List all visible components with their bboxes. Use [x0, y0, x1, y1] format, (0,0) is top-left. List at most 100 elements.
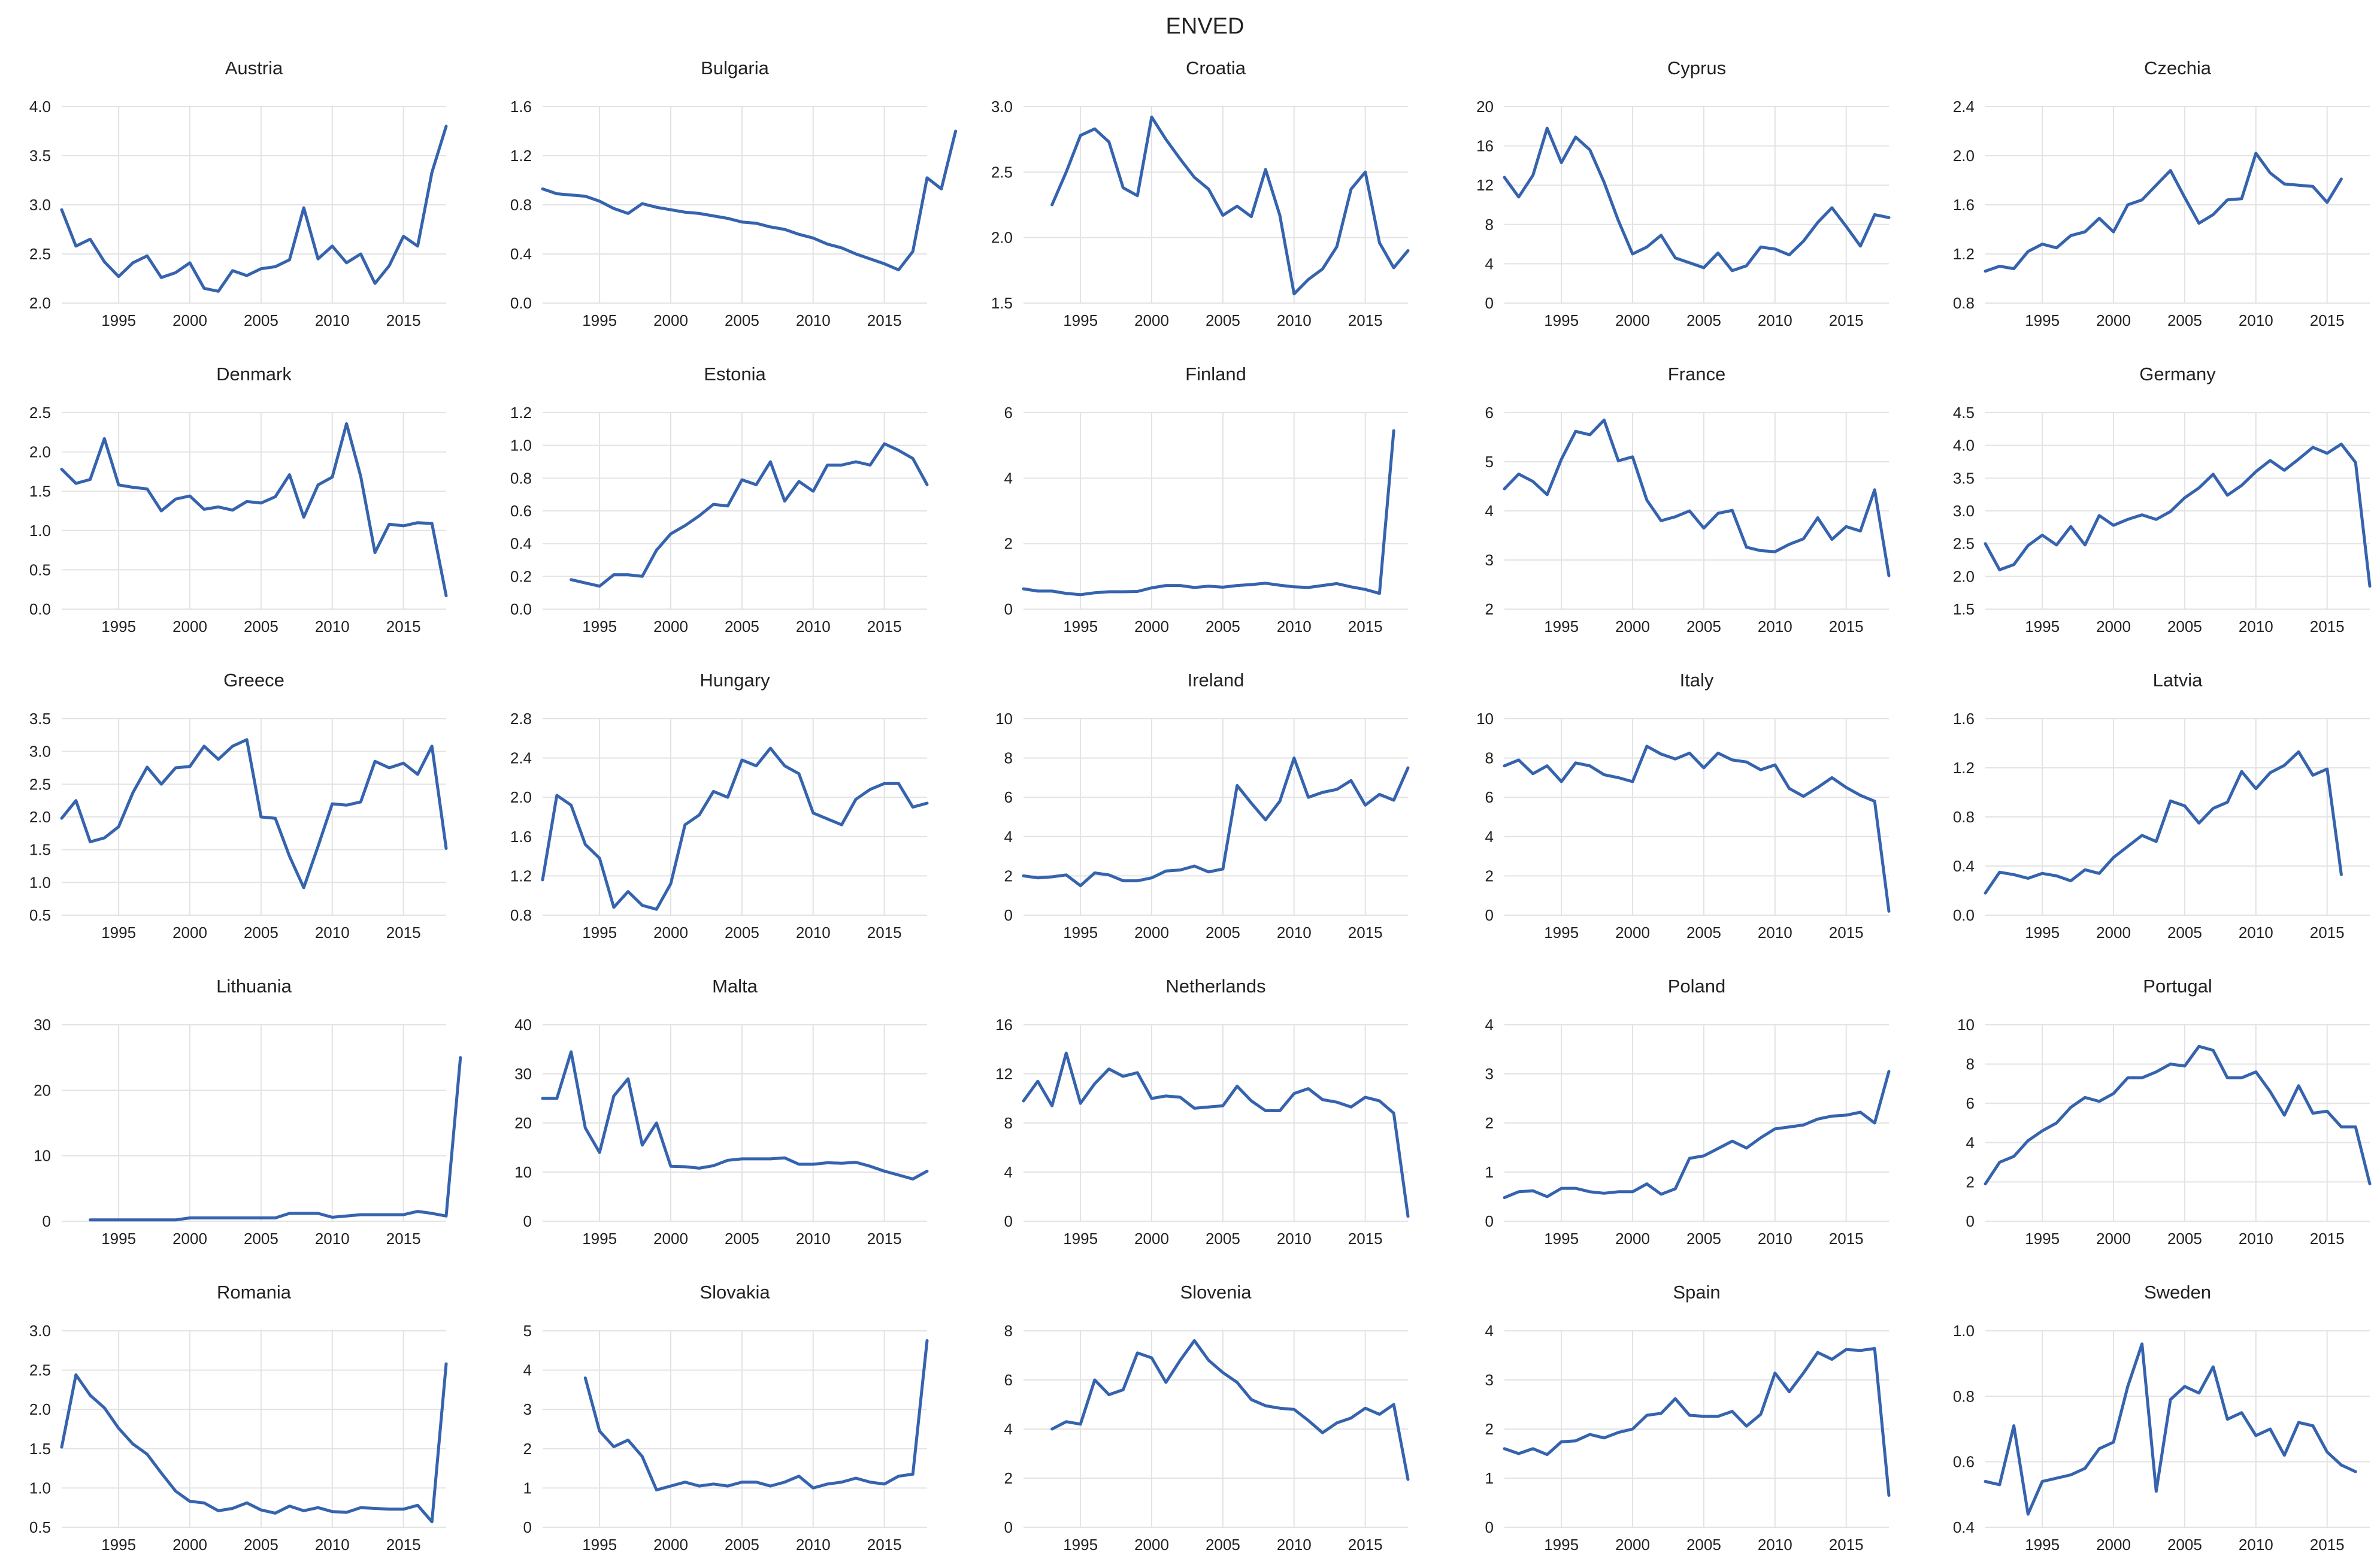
y-tick-label: 0.8 — [510, 196, 532, 214]
y-tick-label: 0 — [43, 1212, 51, 1230]
x-tick-label: 2010 — [315, 1536, 350, 1554]
y-tick-label: 3.0 — [1953, 502, 1975, 520]
y-tick-label: 0 — [523, 1518, 532, 1536]
y-tick-label: 0.8 — [1953, 808, 1975, 826]
x-tick-label: 1995 — [2025, 1536, 2060, 1554]
x-tick-label: 2005 — [1686, 1230, 1721, 1248]
panel-title-denmark: Denmark — [216, 364, 292, 385]
y-tick-label: 2 — [1004, 867, 1013, 885]
y-tick-label: 1 — [1485, 1469, 1494, 1487]
y-tick-label: 1.5 — [991, 294, 1013, 312]
x-tick-label: 1995 — [101, 1536, 136, 1554]
x-tick-label: 2005 — [1206, 1536, 1240, 1554]
x-tick-label: 2005 — [1206, 924, 1240, 942]
x-tick-label: 2000 — [172, 1230, 207, 1248]
panel-germany: Germany 1.5 2.0 2.5 3.0 3.5 4.0 4.5 1995 2000 2005… — [1953, 364, 2372, 635]
series-line-romania — [60, 1362, 448, 1524]
y-tick-label: 8 — [1004, 1322, 1013, 1340]
x-tick-label: 2010 — [1277, 311, 1312, 329]
y-tick-label: 8 — [1966, 1055, 1975, 1073]
panel-title-czechia: Czechia — [2144, 57, 2212, 78]
x-tick-label: 2015 — [1348, 924, 1383, 942]
series-line-estonia — [570, 442, 929, 588]
y-tick-label: 0.4 — [510, 245, 532, 263]
y-tick-label: 1.2 — [510, 867, 532, 885]
x-tick-label: 2015 — [386, 1230, 421, 1248]
y-tick-label: 0 — [1004, 1518, 1013, 1536]
x-tick-label: 2005 — [2167, 1230, 2202, 1248]
y-tick-label: 2.0 — [1953, 567, 1975, 585]
y-tick-label: 3.5 — [29, 147, 51, 165]
y-tick-label: 3.0 — [29, 743, 51, 761]
y-tick-label: 16 — [1476, 137, 1494, 155]
y-tick-label: 2.4 — [510, 749, 532, 767]
x-tick-label: 2015 — [1829, 924, 1864, 942]
panel-hungary: Hungary 0.8 1.2 1.6 2.0 2.4 2.8 1995 2000 2005 201… — [510, 670, 929, 942]
x-tick-label: 1995 — [1063, 924, 1098, 942]
y-tick-label: 1.5 — [1953, 600, 1975, 618]
x-tick-label: 2000 — [2096, 924, 2131, 942]
y-tick-label: 6 — [1004, 404, 1013, 422]
x-tick-label: 2010 — [1277, 617, 1312, 635]
y-tick-label: 0.0 — [29, 600, 51, 618]
series-line-denmark — [60, 422, 448, 598]
y-tick-label: 10 — [514, 1163, 532, 1181]
panel-bulgaria: Bulgaria 0.0 0.4 0.8 1.2 1.6 1995 2000 2005 2010 2… — [510, 57, 958, 329]
x-tick-label: 2005 — [1686, 617, 1721, 635]
y-tick-label: 40 — [514, 1016, 532, 1034]
panel-cyprus: Cyprus 0 4 8 12 16 20 1995 2000 2005 2010 2015 — [1476, 57, 1891, 329]
y-tick-label: 2.0 — [1953, 147, 1975, 165]
x-tick-label: 2015 — [2310, 924, 2345, 942]
y-tick-label: 2.5 — [29, 404, 51, 422]
x-tick-label: 2000 — [172, 924, 207, 942]
series-line-sweden — [1984, 1342, 2357, 1516]
y-tick-label: 20 — [1476, 98, 1494, 116]
x-tick-label: 2005 — [244, 311, 278, 329]
y-tick-label: 0.2 — [510, 567, 532, 585]
panel-title-germany: Germany — [2139, 364, 2216, 385]
x-tick-label: 1995 — [2025, 924, 2060, 942]
x-tick-label: 2005 — [244, 1536, 278, 1554]
panel-lithuania: Lithuania 0 10 20 30 1995 2000 2005 2010 2015 — [34, 976, 462, 1248]
x-tick-label: 1995 — [2025, 1230, 2060, 1248]
y-tick-label: 10 — [995, 710, 1013, 728]
x-tick-label: 2005 — [1686, 1536, 1721, 1554]
y-tick-label: 1.6 — [1953, 710, 1975, 728]
panel-estonia: Estonia 0.0 0.2 0.4 0.6 0.8 1.0 1.2 1995 2000 2005… — [510, 364, 929, 635]
panel-greece: Greece 0.5 1.0 1.5 2.0 2.5 3.0 3.5 1995 2000 2005 2… — [29, 670, 448, 942]
x-tick-label: 2005 — [725, 1536, 759, 1554]
y-tick-label: 2 — [1485, 1114, 1494, 1132]
x-tick-label: 2015 — [1829, 1536, 1864, 1554]
x-tick-label: 2005 — [725, 924, 759, 942]
y-tick-label: 1 — [523, 1479, 532, 1497]
y-tick-label: 30 — [34, 1016, 51, 1034]
y-tick-label: 0 — [1485, 294, 1494, 312]
y-tick-label: 2 — [1966, 1173, 1975, 1191]
x-tick-label: 2000 — [1615, 1536, 1650, 1554]
x-tick-label: 2015 — [2310, 617, 2345, 635]
y-tick-label: 6 — [1004, 1371, 1013, 1389]
x-tick-label: 1995 — [101, 924, 136, 942]
y-tick-label: 0.6 — [510, 502, 532, 520]
x-tick-label: 2010 — [2239, 1536, 2273, 1554]
panel-france: France 2 3 4 5 6 1995 2000 2005 2010 2015 — [1485, 364, 1891, 635]
y-tick-label: 0.8 — [1953, 294, 1975, 312]
series-line-portugal — [1984, 1045, 2372, 1186]
x-tick-label: 2015 — [1348, 311, 1383, 329]
panel-czechia: Czechia 0.8 1.2 1.6 2.0 2.4 1995 2000 2005 2010 20… — [1953, 57, 2370, 329]
x-tick-label: 2015 — [1829, 617, 1864, 635]
x-tick-label: 2000 — [2096, 311, 2131, 329]
series-line-hungary — [541, 746, 929, 911]
x-tick-label: 2000 — [2096, 617, 2131, 635]
x-tick-label: 2010 — [796, 924, 831, 942]
y-tick-label: 1.0 — [29, 522, 51, 540]
x-tick-label: 2010 — [315, 924, 350, 942]
y-tick-label: 4 — [1485, 502, 1494, 520]
y-tick-label: 1.6 — [510, 828, 532, 846]
y-tick-label: 1.2 — [510, 147, 532, 165]
y-tick-label: 8 — [1004, 749, 1013, 767]
y-tick-label: 30 — [514, 1065, 532, 1083]
y-tick-label: 2.5 — [29, 245, 51, 263]
y-tick-label: 12 — [995, 1065, 1013, 1083]
